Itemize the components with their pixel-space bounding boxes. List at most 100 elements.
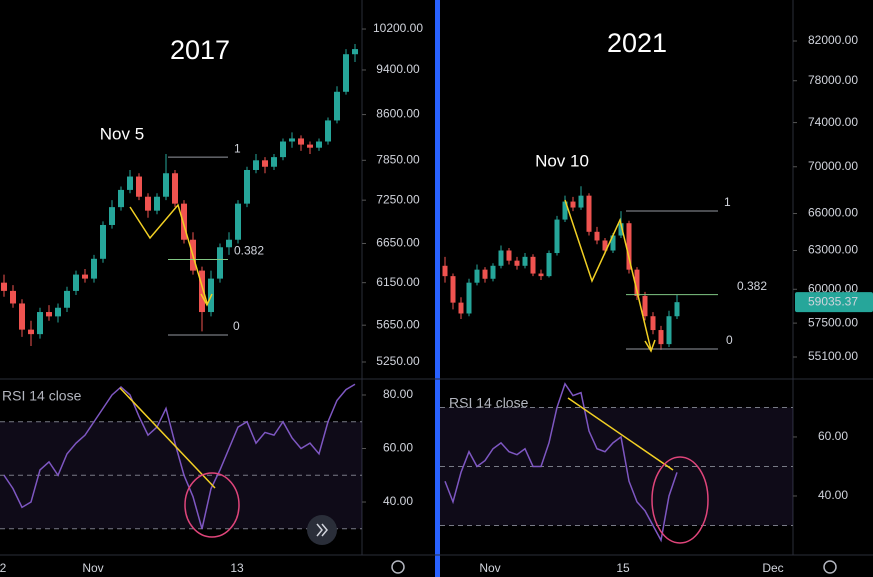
candle-body <box>618 223 624 236</box>
candle-body <box>127 176 133 190</box>
candle-body <box>325 120 331 142</box>
y-tick-label: 5650.00 <box>376 317 420 331</box>
rsi-line <box>3 383 356 529</box>
candle-body <box>650 316 656 331</box>
arrow-head <box>644 339 656 353</box>
candle-body <box>271 157 277 167</box>
candle-body <box>658 330 664 345</box>
candle-body <box>626 223 632 270</box>
candle-body <box>642 295 648 317</box>
annotation: Nov 5 <box>100 124 144 143</box>
rsi-line <box>444 382 678 543</box>
x-tick-label: 2 <box>0 561 7 575</box>
candle-body <box>498 250 504 266</box>
candle-body <box>490 265 496 279</box>
x-tick-label: 15 <box>616 561 630 575</box>
highlight-circle <box>651 456 709 544</box>
drawings <box>119 199 837 574</box>
candle-body <box>352 49 358 55</box>
x-tick-label: 13 <box>230 561 244 575</box>
candle-body <box>100 224 106 259</box>
rsi-tick-label: 60.00 <box>383 441 413 455</box>
candle-body <box>226 239 232 248</box>
fib-level-label: 1 <box>724 195 731 209</box>
candle-body <box>458 302 464 314</box>
candle-body <box>466 282 472 314</box>
candle-body <box>136 176 142 197</box>
candle-body <box>634 269 640 296</box>
rsi-title: RSI 14 close <box>449 395 529 411</box>
settings-icon[interactable] <box>823 560 837 574</box>
candle-body <box>262 160 268 167</box>
candle-body <box>181 203 187 240</box>
fib-level-label: 0.382 <box>737 279 767 293</box>
fib-level-label: 0.382 <box>234 244 264 258</box>
candle-body <box>199 270 205 313</box>
last-price-label: 59035.37 <box>808 294 858 308</box>
zigzag-drawing <box>564 199 652 351</box>
candle-body <box>172 173 178 204</box>
candle-body <box>666 316 672 345</box>
candle-body <box>55 307 61 317</box>
candle-body <box>109 207 115 225</box>
candle-body <box>46 312 52 317</box>
candle-body <box>482 269 488 279</box>
candle-body <box>235 203 241 240</box>
candle-body <box>506 250 512 261</box>
rsi-tick-label: 40.00 <box>818 488 848 502</box>
y-tick-label: 57500.00 <box>808 315 858 329</box>
y-tick-label: 6150.00 <box>376 275 420 289</box>
candle-body <box>82 274 88 279</box>
candle-body <box>554 219 560 254</box>
annotation: Nov 10 <box>535 151 589 170</box>
candle-body <box>674 302 680 317</box>
candle-body <box>530 256 536 274</box>
candle-body <box>578 195 584 208</box>
candle-body <box>19 303 25 330</box>
candle-body <box>307 144 313 148</box>
y-tick-label: 8600.00 <box>376 107 420 121</box>
candle-body <box>244 169 250 204</box>
last-price-box <box>795 292 873 313</box>
candle-body <box>1 282 7 291</box>
candle-body <box>450 276 456 303</box>
settings-icon[interactable] <box>391 560 405 574</box>
y-tick-label: 7850.00 <box>376 152 420 166</box>
candle-body <box>474 269 480 283</box>
candle-body <box>118 189 124 208</box>
scroll-icon <box>321 523 328 537</box>
rsi-tick-label: 60.00 <box>818 429 848 443</box>
candle-body <box>316 141 322 148</box>
y-tick-label: 63000.00 <box>808 243 858 257</box>
candle-body <box>343 54 349 92</box>
y-tick-label: 55100.00 <box>808 349 858 363</box>
candle-body <box>334 91 340 121</box>
highlight-circle <box>184 472 240 538</box>
candle-body <box>217 247 223 279</box>
trend-line <box>567 397 674 471</box>
trend-line <box>119 387 216 489</box>
y-tick-label: 7250.00 <box>376 192 420 206</box>
y-tick-label: 74000.00 <box>808 115 858 129</box>
rsi-title: RSI 14 close <box>2 388 82 404</box>
candle-body <box>253 160 259 170</box>
candle-body <box>562 201 568 220</box>
candle-body <box>280 141 286 158</box>
candle-body <box>73 274 79 291</box>
x-tick-label: Dec <box>762 561 783 575</box>
candle-body <box>442 265 448 277</box>
y-tick-label: 82000.00 <box>808 33 858 47</box>
y-tick-label: 5250.00 <box>376 354 420 368</box>
candle-body <box>610 235 616 251</box>
candle-body <box>570 201 576 208</box>
arrow-head <box>200 293 213 307</box>
scroll-icon <box>316 523 323 537</box>
panel-divider <box>435 0 440 577</box>
y-tick-label: 78000.00 <box>808 73 858 87</box>
candle-body <box>538 273 544 277</box>
y-tick-label: 10200.00 <box>373 21 423 35</box>
y-tick-label: 70000.00 <box>808 159 858 173</box>
candle-body <box>594 231 600 241</box>
candle-body <box>37 312 43 335</box>
